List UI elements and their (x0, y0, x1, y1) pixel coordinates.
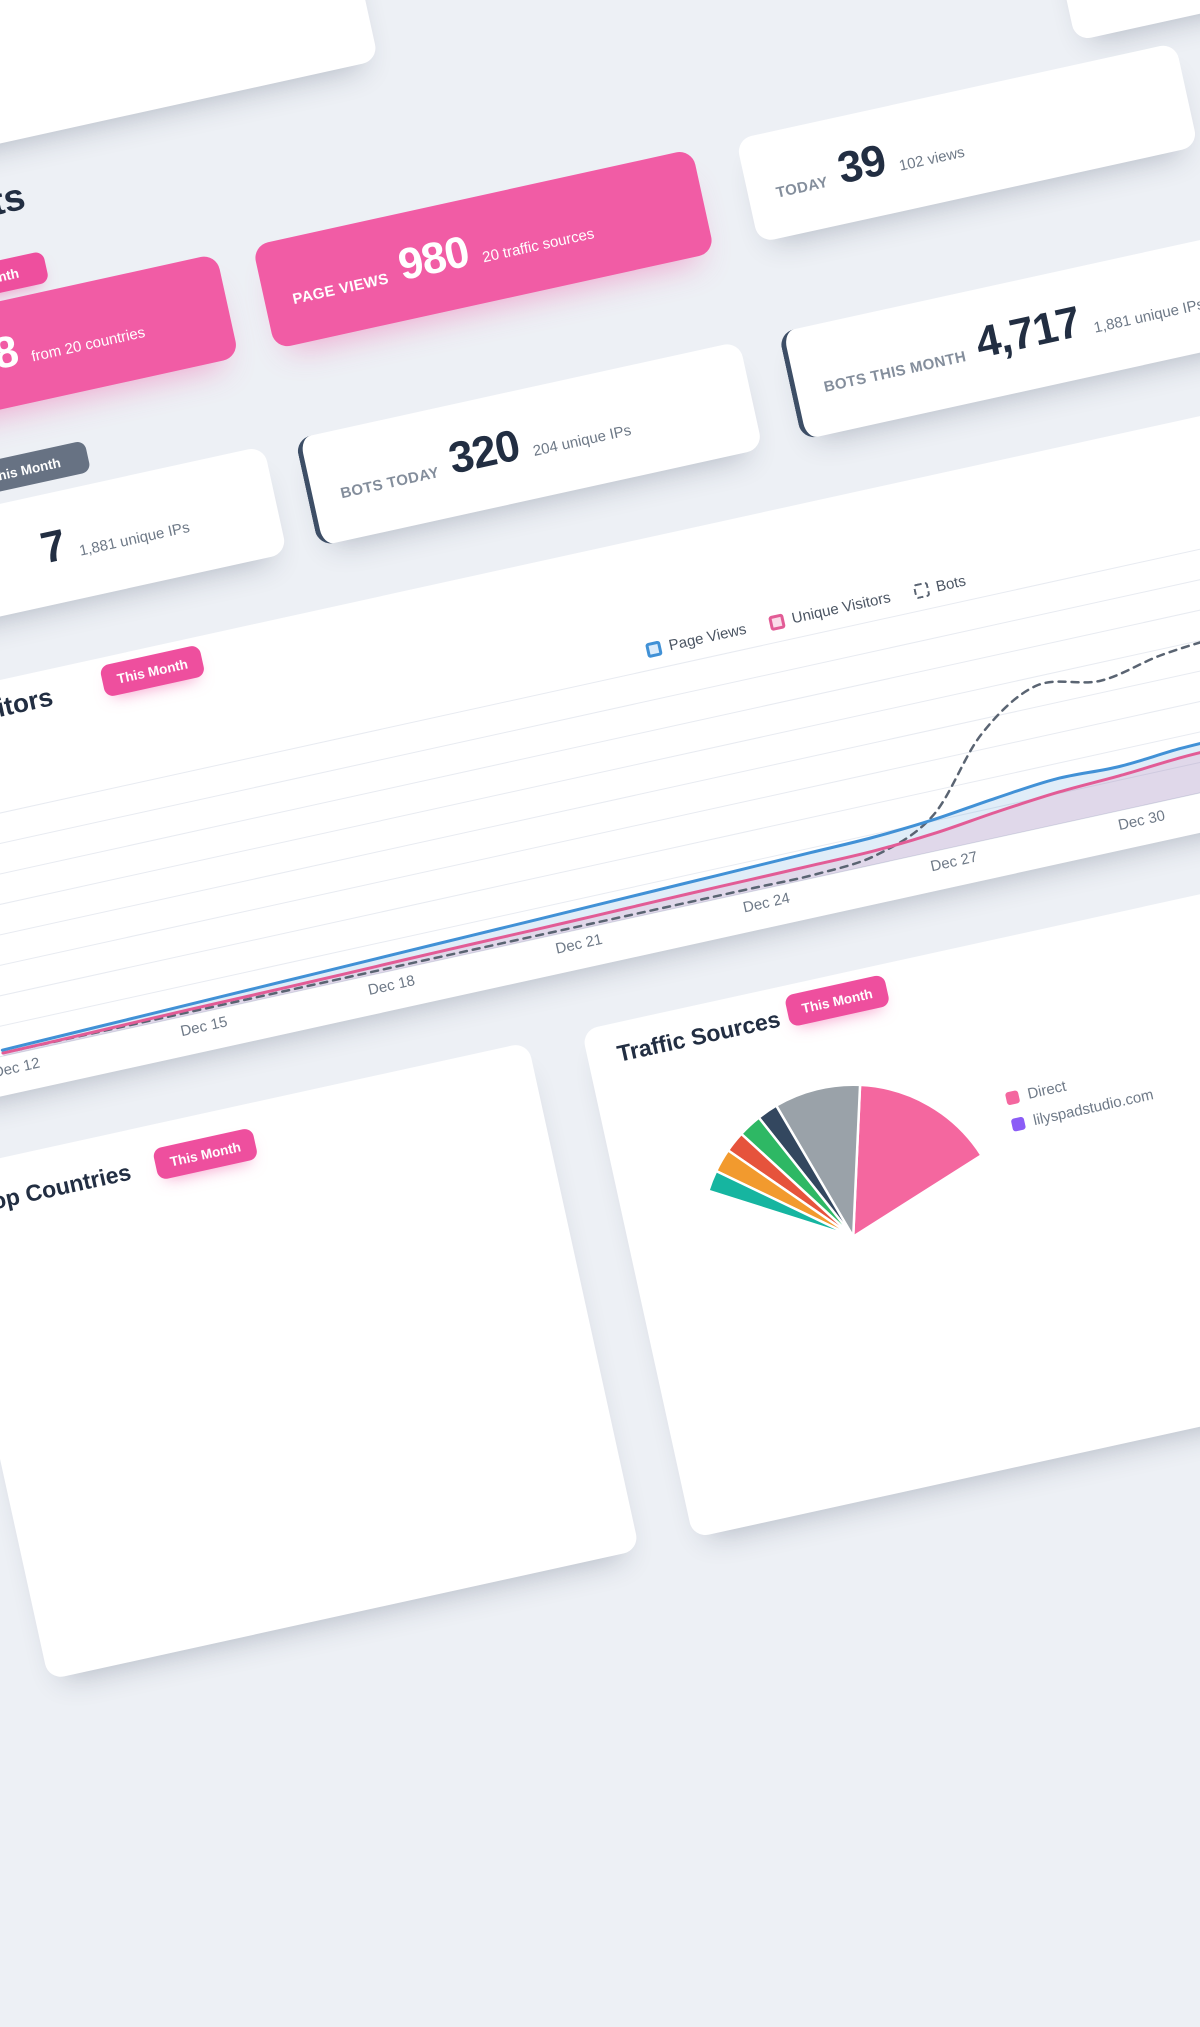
traffic-sources-legend: Direct lilyspadstudio.com (1004, 1060, 1155, 1134)
top-countries-badge[interactable]: This Month (152, 1127, 259, 1181)
pv-swatch-icon (644, 640, 663, 659)
page-views-label: PAGE VIEWS (291, 270, 391, 308)
bots-month-partial-number: 7 (36, 520, 70, 574)
top-countries-title: Top Countries (0, 1158, 134, 1218)
bots-today-number: 320 (444, 420, 524, 484)
stat-card-page-views: PAGE VIEWS 980 20 traffic sources (252, 149, 715, 350)
traffic-sources-pie-chart[interactable] (651, 1034, 1056, 1439)
bots-month-partial-subtext: 1,881 unique IPs (77, 518, 192, 560)
page-views-subtext: 20 traffic sources (480, 225, 596, 267)
today-number: 39 (833, 135, 890, 194)
top-countries-card: Top Countries This Month (0, 1042, 640, 1680)
page-views-number: 980 (393, 227, 474, 291)
traffic-legend-swatch-icon (1004, 1090, 1021, 1106)
visitors-line-chart[interactable] (0, 445, 1200, 1103)
bots-swatch-icon (912, 581, 931, 600)
bots-this-month-subtext: 1,881 unique IPs (1092, 295, 1200, 337)
traffic-legend-label: Direct (1025, 1077, 1068, 1103)
offscreen-card-top-left (0, 0, 379, 169)
visitors-month-subtext: from 20 countries (29, 323, 147, 366)
visitors-month-number: 8 (0, 326, 23, 380)
stat-card-today: TODAY 39 102 views (735, 42, 1199, 243)
stat-card-bots-this-month: BOTS THIS MONTH 4,717 1,881 unique IPs (778, 235, 1200, 441)
offscreen-card-top-right (984, 0, 1200, 42)
visitors-chart-badge[interactable]: This Month (99, 644, 206, 698)
bots-today-subtext: 204 unique IPs (531, 421, 633, 460)
pie-slice-Direct[interactable] (822, 1063, 993, 1238)
dashboard-viewport: { "page": { "title": "Stats", "backgroun… (0, 0, 1200, 1680)
visitors-chart-card: Visitors This Month Page Views Unique Vis… (0, 328, 1200, 1106)
traffic-legend-swatch-icon (1010, 1116, 1027, 1132)
traffic-sources-badge[interactable]: This Month (783, 974, 891, 1028)
pie-slice-slice-gray[interactable] (775, 1080, 892, 1247)
today-subtext: 102 views (897, 143, 967, 175)
bots-today-label: BOTS TODAY (338, 464, 441, 503)
stat-card-bots-today: BOTS TODAY 320 204 unique IPs (294, 341, 763, 547)
today-label: TODAY (774, 173, 830, 202)
traffic-sources-title: Traffic Sources (614, 1005, 783, 1067)
bots-this-month-number: 4,717 (971, 297, 1085, 368)
uv-swatch-icon (767, 613, 786, 632)
visitors-chart-title: Visitors (0, 681, 56, 732)
page-title: Stats (0, 176, 30, 238)
bots-this-month-label: BOTS THIS MONTH (822, 348, 968, 396)
